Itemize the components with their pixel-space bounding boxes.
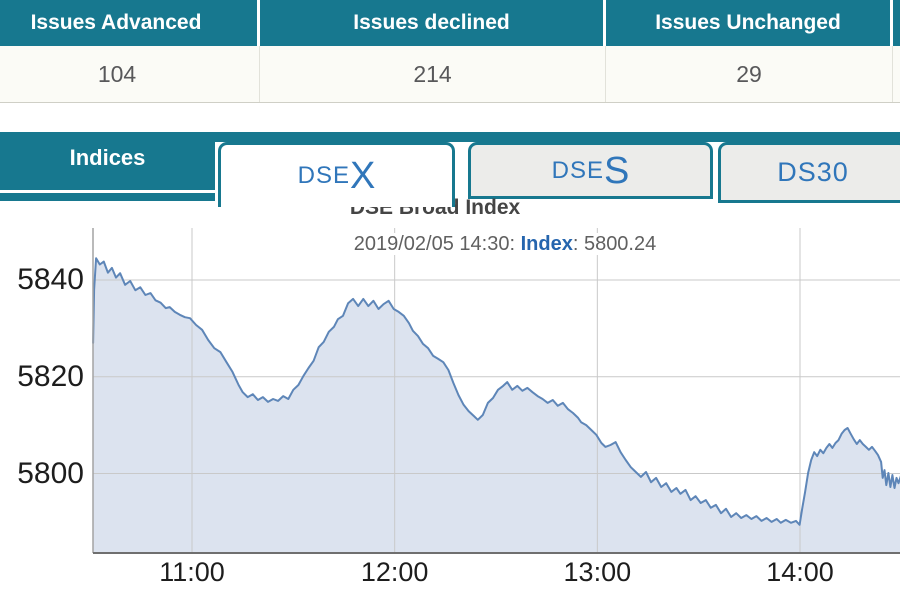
chart-gridlines <box>93 228 900 553</box>
table-header-row: Issues Advanced Issues declined Issues U… <box>0 0 900 46</box>
x-tick-label: 11:00 <box>159 557 225 587</box>
area-fill <box>93 258 900 553</box>
x-tick-label: 12:00 <box>360 557 429 587</box>
issues-declined-header: Issues declined <box>260 0 606 46</box>
table-value-row: 104 214 29 <box>0 46 900 103</box>
table-value-overflow <box>893 46 900 102</box>
issues-advanced-value: 104 <box>0 46 260 102</box>
tab-dses[interactable]: DSE S <box>468 142 713 199</box>
series-area-fill <box>93 258 900 553</box>
issues-unchanged-value: 29 <box>606 46 893 102</box>
issues-declined-value: 214 <box>260 46 606 102</box>
tab-dsex-label-suffix: X <box>350 155 376 197</box>
tab-dsex-label: DSE <box>297 162 350 189</box>
issues-unchanged-header: Issues Unchanged <box>606 0 893 46</box>
x-tick-label: 13:00 <box>563 557 632 587</box>
subtitle-index-value: : 5800.24 <box>572 233 657 255</box>
y-tick-label: 5840 <box>17 263 84 296</box>
tab-dses-label: DSE <box>551 156 604 184</box>
y-tick-label: 5800 <box>17 456 84 490</box>
market-summary-table: Issues Advanced Issues declined Issues U… <box>0 0 900 103</box>
subtitle-index-label: Index <box>520 233 573 255</box>
issues-advanced-header: Issues Advanced <box>0 0 260 46</box>
chart-subtitle-text: 2019/02/05 14:30: Index: 5800.24 <box>348 233 662 255</box>
chart-subtitle: 2019/02/05 14:30: Index: 5800.24 <box>105 233 900 256</box>
chart-axes <box>92 228 900 554</box>
series-line <box>92 257 900 526</box>
index-line <box>92 257 900 526</box>
tab-dses-label-suffix: S <box>604 149 630 192</box>
y-tick-label: 5820 <box>17 359 84 393</box>
tab-ds30[interactable]: DS30 <box>718 142 900 203</box>
tab-ds30-label: DS30 <box>777 157 849 187</box>
tab-dsex[interactable]: DSE X <box>218 142 455 207</box>
x-tick-label: 14:00 <box>766 557 834 587</box>
subtitle-datetime: 2019/02/05 14:30: <box>353 233 521 255</box>
table-header-overflow <box>893 0 900 46</box>
